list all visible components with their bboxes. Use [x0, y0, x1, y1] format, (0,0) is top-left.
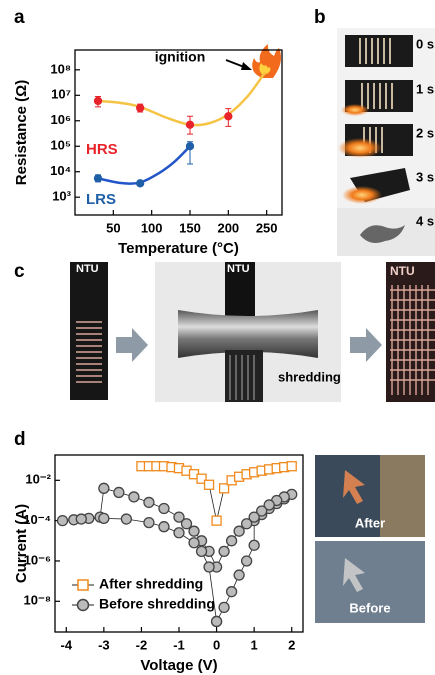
- marker: [189, 538, 199, 548]
- marker: [99, 513, 109, 523]
- series-label: HRS: [86, 141, 118, 158]
- marker: [234, 526, 244, 536]
- photo-frame: [338, 124, 413, 158]
- y-tick-label: 10⁴: [50, 163, 71, 178]
- marker: [212, 516, 221, 525]
- marker: [197, 546, 207, 556]
- marker: [234, 570, 244, 580]
- photo-caption: shredding: [278, 369, 341, 384]
- time-label: 4 s: [416, 213, 434, 228]
- marker: [212, 616, 222, 626]
- panel-label: a: [14, 7, 25, 28]
- x-tick-label: -3: [98, 637, 110, 652]
- figure: a b c d 0 s 1 s 2 s 3 s 4 s NTU NTU NTU …: [0, 0, 435, 675]
- marker: [76, 514, 86, 524]
- y-tick-label: 10⁶: [51, 112, 71, 127]
- inset-label: Before: [349, 600, 390, 615]
- marker: [174, 528, 184, 538]
- arrow: [116, 328, 148, 362]
- x-tick-label: -4: [60, 637, 72, 652]
- marker: [205, 480, 214, 489]
- marker: [227, 587, 237, 597]
- legend-marker: [78, 600, 89, 611]
- photo-text: NTU: [76, 263, 99, 275]
- x-tick-label: 100: [141, 220, 163, 235]
- marker: [187, 143, 194, 150]
- marker: [219, 546, 229, 556]
- photo-text: NTU: [390, 264, 415, 278]
- photo-frame: [345, 35, 413, 67]
- marker: [227, 536, 237, 546]
- photo-row: NTU NTU NTU shredding: [70, 262, 435, 402]
- y-axis-label: Resistance (Ω): [13, 80, 30, 185]
- annotation: ignition: [155, 49, 206, 65]
- panel-label: c: [14, 261, 25, 282]
- annotation-arrowhead: [241, 62, 252, 70]
- x-tick-label: 200: [217, 220, 239, 235]
- marker: [159, 503, 169, 513]
- marker: [219, 602, 229, 612]
- photo-text: NTU: [227, 263, 250, 275]
- fit-curve: [98, 72, 265, 125]
- y-tick-label: 10⁸: [50, 61, 71, 76]
- marker: [129, 492, 139, 502]
- marker: [204, 562, 214, 572]
- x-tick-label: 250: [256, 220, 278, 235]
- x-axis-label: Voltage (V): [140, 657, 217, 674]
- marker: [99, 483, 109, 493]
- panel-label: b: [314, 7, 326, 28]
- marker: [121, 514, 131, 524]
- y-tick-label: 10⁻²: [25, 472, 51, 487]
- marker: [174, 512, 184, 522]
- legend-label: After shredding: [99, 576, 203, 592]
- time-label: 2 s: [416, 125, 434, 140]
- x-tick-label: 50: [106, 220, 120, 235]
- marker: [242, 556, 252, 566]
- x-tick-label: -1: [173, 637, 185, 652]
- inset-photos: After Before: [315, 455, 425, 623]
- x-tick-label: 150: [179, 220, 201, 235]
- y-axis-label: Current (A): [13, 504, 30, 583]
- marker: [95, 97, 102, 104]
- marker: [287, 462, 296, 471]
- panel-label: d: [14, 429, 26, 450]
- x-axis-label: Temperature (°C): [118, 240, 239, 257]
- x-tick-label: -2: [136, 637, 148, 652]
- inset-label: After: [355, 515, 385, 530]
- photo-sequence: 0 s 1 s 2 s 3 s 4 s: [337, 28, 435, 256]
- y-tick-label: 10⁷: [51, 87, 71, 102]
- y-tick-label: 10³: [52, 189, 71, 204]
- marker: [114, 487, 124, 497]
- y-tick-label: 10⁻⁸: [24, 593, 51, 608]
- time-label: 0 s: [416, 36, 434, 51]
- marker: [95, 175, 102, 182]
- x-tick-label: 2: [288, 637, 295, 652]
- marker: [137, 104, 144, 111]
- y-tick-label: 10⁵: [50, 138, 71, 153]
- photo-frame: [341, 80, 413, 116]
- x-tick-label: 1: [251, 637, 258, 652]
- series-label: LRS: [86, 191, 116, 208]
- marker: [159, 522, 169, 532]
- marker: [137, 180, 144, 187]
- marker: [225, 113, 232, 120]
- photo: [70, 262, 108, 400]
- marker: [144, 497, 154, 507]
- marker: [187, 121, 194, 128]
- legend-label: Before shredding: [99, 596, 215, 612]
- time-label: 1 s: [416, 81, 434, 96]
- x-tick-label: 0: [213, 637, 220, 652]
- marker: [144, 518, 154, 528]
- marker: [249, 540, 259, 550]
- marker: [58, 516, 68, 526]
- arrow: [350, 328, 382, 362]
- legend-marker: [78, 580, 88, 590]
- time-label: 3 s: [416, 169, 434, 184]
